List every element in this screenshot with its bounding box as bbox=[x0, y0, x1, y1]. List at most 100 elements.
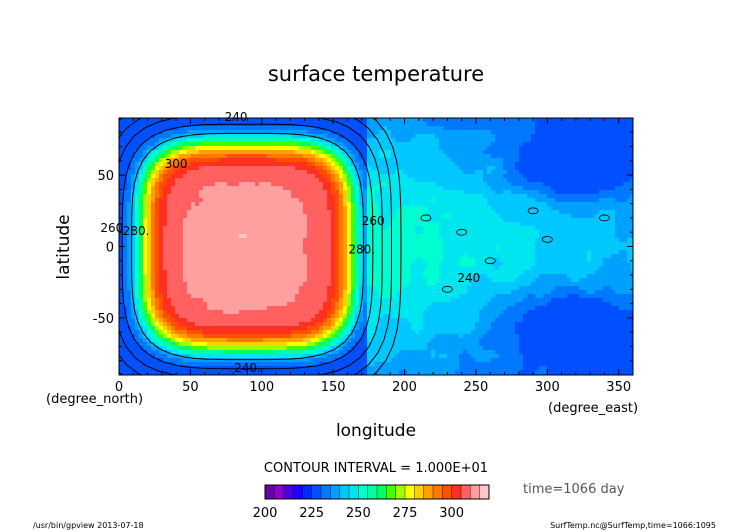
heatmap-cell bbox=[131, 194, 136, 199]
heatmap-cell bbox=[611, 150, 616, 155]
heatmap-cell bbox=[183, 222, 188, 227]
heatmap-cell bbox=[523, 174, 528, 179]
heatmap-cell bbox=[471, 182, 476, 187]
heatmap-cell bbox=[403, 266, 408, 271]
heatmap-cell bbox=[199, 146, 204, 151]
heatmap-cell bbox=[503, 262, 508, 267]
heatmap-cell bbox=[631, 222, 633, 227]
heatmap-cell bbox=[215, 254, 220, 259]
heatmap-cell bbox=[539, 210, 544, 215]
heatmap-cell bbox=[515, 170, 520, 175]
heatmap-cell bbox=[239, 190, 244, 195]
heatmap-cell bbox=[467, 130, 472, 135]
heatmap-cell bbox=[255, 234, 260, 239]
heatmap-cell bbox=[419, 266, 424, 271]
heatmap-cell bbox=[247, 150, 252, 155]
heatmap-cell bbox=[455, 226, 460, 231]
heatmap-cell bbox=[143, 218, 148, 223]
heatmap-cell bbox=[571, 150, 576, 155]
heatmap-cell bbox=[455, 198, 460, 203]
heatmap-cell bbox=[247, 210, 252, 215]
heatmap-cell bbox=[459, 154, 464, 159]
heatmap-cell bbox=[523, 166, 528, 171]
heatmap-cell bbox=[147, 126, 152, 131]
heatmap-cell bbox=[463, 178, 468, 183]
heatmap-cell bbox=[307, 202, 312, 207]
heatmap-cell bbox=[443, 226, 448, 231]
heatmap-cell bbox=[339, 190, 344, 195]
heatmap-cell bbox=[175, 150, 180, 155]
heatmap-cell bbox=[539, 162, 544, 167]
heatmap-cell bbox=[331, 234, 336, 239]
heatmap-cell bbox=[579, 146, 584, 151]
heatmap-cell bbox=[435, 246, 440, 251]
heatmap-cell bbox=[415, 226, 420, 231]
heatmap-cell bbox=[163, 238, 168, 243]
heatmap-cell bbox=[303, 146, 308, 151]
heatmap-cell bbox=[131, 218, 136, 223]
heatmap-cell bbox=[463, 266, 468, 271]
heatmap-cell bbox=[171, 190, 176, 195]
heatmap-cell bbox=[455, 150, 460, 155]
heatmap-cell bbox=[387, 182, 392, 187]
heatmap-cell bbox=[559, 250, 564, 255]
heatmap-cell bbox=[327, 258, 332, 263]
heatmap-cell bbox=[323, 186, 328, 191]
heatmap-cell bbox=[571, 154, 576, 159]
heatmap-cell bbox=[315, 266, 320, 271]
heatmap-cell bbox=[619, 242, 624, 247]
heatmap-cell bbox=[463, 174, 468, 179]
heatmap-cell bbox=[343, 190, 348, 195]
heatmap-cell bbox=[279, 126, 284, 131]
heatmap-cell bbox=[235, 170, 240, 175]
heatmap-cell bbox=[275, 138, 280, 143]
heatmap-cell bbox=[531, 178, 536, 183]
heatmap-cell bbox=[475, 258, 480, 263]
heatmap-cell bbox=[227, 234, 232, 239]
heatmap-cell bbox=[519, 202, 524, 207]
heatmap-cell bbox=[271, 214, 276, 219]
heatmap-cell bbox=[123, 194, 128, 199]
heatmap-cell bbox=[151, 222, 156, 227]
heatmap-cell bbox=[231, 202, 236, 207]
heatmap-cell bbox=[379, 254, 384, 259]
heatmap-cell bbox=[259, 138, 264, 143]
heatmap-cell bbox=[359, 126, 364, 131]
heatmap-cell bbox=[303, 126, 308, 131]
heatmap-cell bbox=[487, 226, 492, 231]
heatmap-cell bbox=[595, 262, 600, 267]
heatmap-cell bbox=[255, 230, 260, 235]
heatmap-cell bbox=[407, 262, 412, 267]
heatmap-cell bbox=[395, 186, 400, 191]
heatmap-cell bbox=[459, 234, 464, 239]
heatmap-cell bbox=[511, 194, 516, 199]
heatmap-cell bbox=[371, 134, 376, 139]
heatmap-cell bbox=[335, 194, 340, 199]
heatmap-cell bbox=[447, 250, 452, 255]
heatmap-cell bbox=[379, 158, 384, 163]
heatmap-cell bbox=[419, 254, 424, 259]
heatmap-cell bbox=[347, 198, 352, 203]
heatmap-cell bbox=[135, 178, 140, 183]
heatmap-cell bbox=[319, 154, 324, 159]
heatmap-cell bbox=[351, 138, 356, 143]
heatmap-cell bbox=[151, 250, 156, 255]
heatmap-cell bbox=[199, 178, 204, 183]
heatmap-cell bbox=[123, 162, 128, 167]
heatmap-cell bbox=[151, 134, 156, 139]
heatmap-cell bbox=[311, 270, 316, 275]
heatmap-cell bbox=[631, 142, 633, 147]
heatmap-cell bbox=[191, 194, 196, 199]
heatmap-cell bbox=[223, 166, 228, 171]
heatmap-cell bbox=[503, 250, 508, 255]
heatmap-cell bbox=[415, 138, 420, 143]
heatmap-cell bbox=[419, 130, 424, 135]
heatmap-cell bbox=[623, 254, 628, 259]
heatmap-cell bbox=[187, 186, 192, 191]
heatmap-cell bbox=[415, 238, 420, 243]
heatmap-cell bbox=[511, 222, 516, 227]
heatmap-cell bbox=[619, 182, 624, 187]
heatmap-cell bbox=[519, 170, 524, 175]
heatmap-cell bbox=[223, 222, 228, 227]
heatmap-cell bbox=[479, 138, 484, 143]
